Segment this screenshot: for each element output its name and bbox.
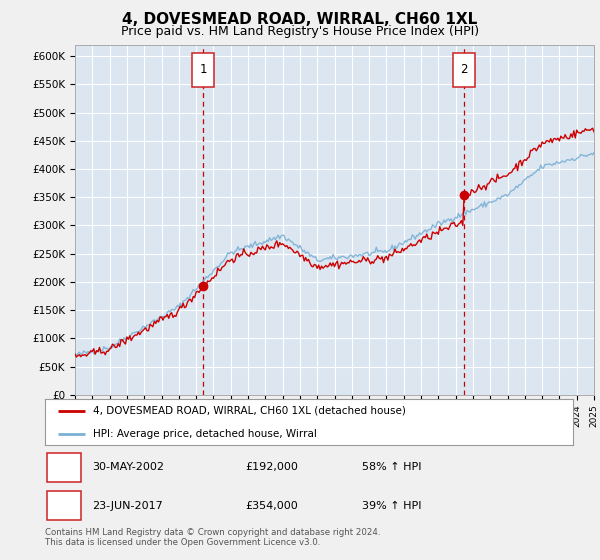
Text: Contains HM Land Registry data © Crown copyright and database right 2024.
This d: Contains HM Land Registry data © Crown c… [45, 528, 380, 547]
Text: 58% ↑ HPI: 58% ↑ HPI [362, 463, 421, 473]
Text: 30-MAY-2002: 30-MAY-2002 [92, 463, 164, 473]
FancyBboxPatch shape [47, 492, 81, 520]
Text: 39% ↑ HPI: 39% ↑ HPI [362, 501, 421, 511]
FancyBboxPatch shape [192, 53, 214, 87]
Text: £192,000: £192,000 [245, 463, 299, 473]
Text: HPI: Average price, detached house, Wirral: HPI: Average price, detached house, Wirr… [92, 429, 316, 438]
Text: Price paid vs. HM Land Registry's House Price Index (HPI): Price paid vs. HM Land Registry's House … [121, 25, 479, 38]
Text: 2: 2 [460, 63, 467, 76]
FancyBboxPatch shape [452, 53, 475, 87]
FancyBboxPatch shape [47, 453, 81, 482]
Text: 4, DOVESMEAD ROAD, WIRRAL, CH60 1XL (detached house): 4, DOVESMEAD ROAD, WIRRAL, CH60 1XL (det… [92, 406, 406, 416]
Text: 1: 1 [199, 63, 207, 76]
Text: 2: 2 [60, 500, 67, 512]
Text: 23-JUN-2017: 23-JUN-2017 [92, 501, 163, 511]
Text: £354,000: £354,000 [245, 501, 298, 511]
Text: 4, DOVESMEAD ROAD, WIRRAL, CH60 1XL: 4, DOVESMEAD ROAD, WIRRAL, CH60 1XL [122, 12, 478, 27]
Text: 1: 1 [60, 461, 67, 474]
